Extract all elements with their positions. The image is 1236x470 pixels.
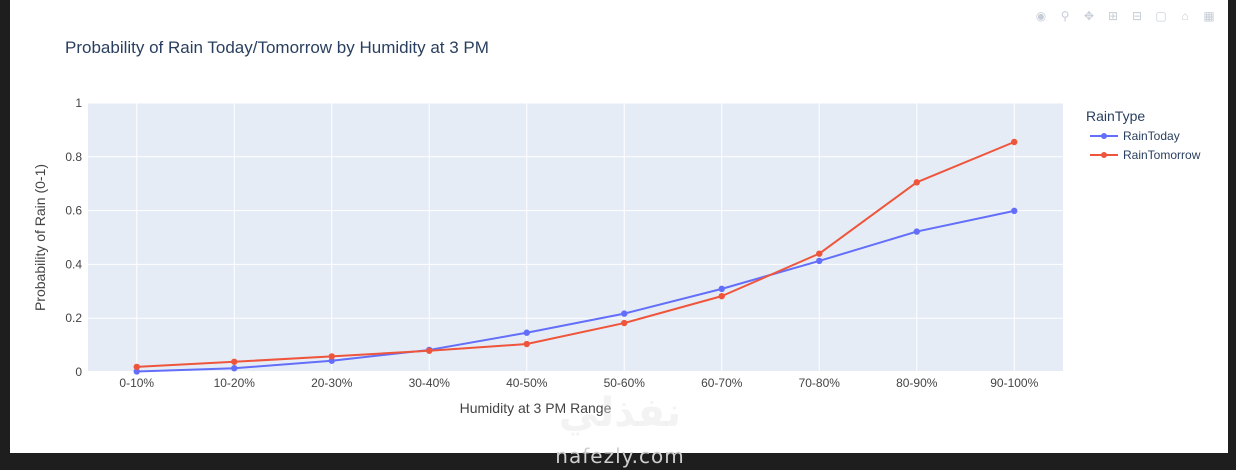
data-point-RainToday: [621, 310, 628, 317]
data-point-RainToday: [231, 365, 238, 372]
y-tick-label: 0: [75, 365, 82, 379]
data-point-RainTomorrow: [231, 358, 238, 365]
line-chart: Probability of Rain Today/Tomorrow by Hu…: [32, 38, 1201, 416]
legend-item-RainTomorrow: RainTomorrow: [1123, 148, 1201, 162]
reset-axes-icon[interactable]: ⌂: [1181, 9, 1189, 23]
legend-swatch-marker: [1101, 133, 1107, 139]
x-tick-label: 20-30%: [311, 376, 353, 390]
pan-icon[interactable]: ✥: [1083, 9, 1095, 23]
x-tick-label: 80-90%: [896, 376, 938, 390]
zoom-in-icon[interactable]: ⊞: [1107, 9, 1119, 23]
x-tick-label: 70-80%: [799, 376, 841, 390]
x-tick-label: 0-10%: [119, 376, 154, 390]
legend-title: RainType: [1086, 108, 1145, 124]
data-point-RainToday: [913, 228, 920, 235]
modebar: ◉ ⚲ ✥ ⊞ ⊟ ▢ ⌂ ▦: [1032, 8, 1218, 24]
plotly-logo-icon[interactable]: ▦: [1203, 9, 1215, 23]
x-axis-title: Humidity at 3 PM Range: [460, 400, 612, 416]
x-tick-label: 10-20%: [214, 376, 256, 390]
data-point-RainTomorrow: [133, 363, 140, 371]
x-tick-label: 60-70%: [701, 376, 743, 390]
y-axis-title: Probability of Rain (0-1): [32, 164, 48, 311]
data-point-RainToday: [718, 285, 725, 293]
data-point-RainTomorrow: [816, 250, 823, 257]
x-tick-label: 30-40%: [409, 376, 451, 390]
data-point-RainTomorrow: [1011, 138, 1018, 146]
y-tick-label: 1: [75, 96, 82, 110]
y-tick-label: 0.4: [65, 257, 82, 271]
y-tick-label: 0.8: [65, 150, 82, 164]
data-point-RainTomorrow: [328, 353, 335, 360]
data-point-RainToday: [816, 257, 823, 265]
series-line-RainToday: [136, 209, 1015, 373]
x-tick-label: 90-100%: [990, 376, 1038, 390]
camera-icon[interactable]: ◉: [1035, 9, 1047, 23]
data-point-RainToday: [1011, 207, 1018, 215]
data-point-RainTomorrow: [718, 292, 725, 300]
x-tick-label: 40-50%: [506, 376, 548, 390]
chart-title: Probability of Rain Today/Tomorrow by Hu…: [65, 38, 489, 57]
data-point-RainTomorrow: [426, 347, 433, 354]
data-point-RainToday: [133, 368, 140, 375]
data-point-RainTomorrow: [523, 340, 530, 348]
y-tick-label: 0.2: [65, 311, 82, 325]
data-point-RainToday: [523, 329, 530, 336]
zoom-icon[interactable]: ⚲: [1060, 9, 1070, 23]
x-tick-label: 50-60%: [604, 376, 646, 390]
data-point-RainTomorrow: [621, 319, 628, 327]
legend-swatch-marker: [1101, 152, 1107, 158]
legend-item-RainToday: RainToday: [1123, 129, 1180, 143]
y-tick-label: 0.6: [65, 204, 82, 218]
zoom-out-icon[interactable]: ⊟: [1131, 9, 1143, 23]
chart-card: ◉ ⚲ ✥ ⊞ ⊟ ▢ ⌂ ▦ Probability of Rain Toda…: [10, 0, 1228, 453]
series-line-RainTomorrow: [136, 141, 1015, 368]
autoscale-icon[interactable]: ▢: [1155, 9, 1167, 23]
data-point-RainTomorrow: [913, 179, 920, 186]
